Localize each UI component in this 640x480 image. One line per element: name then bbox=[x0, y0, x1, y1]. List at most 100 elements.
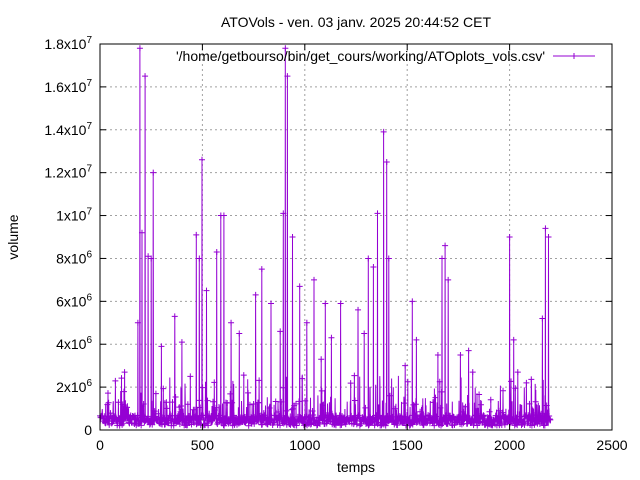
data-point bbox=[546, 416, 553, 423]
data-point bbox=[228, 319, 235, 326]
data-point bbox=[244, 413, 251, 420]
data-point bbox=[320, 402, 327, 409]
data-point bbox=[389, 413, 396, 420]
data-point bbox=[292, 400, 299, 407]
data-point bbox=[138, 229, 145, 236]
legend-series-label: '/home/getbourso/bin/get_cours/working/A… bbox=[176, 48, 545, 64]
y-tick-label: 6x106 bbox=[56, 292, 92, 309]
data-point bbox=[409, 298, 416, 305]
data-point bbox=[543, 402, 550, 409]
data-point bbox=[134, 412, 141, 419]
data-point bbox=[345, 416, 352, 423]
data-point bbox=[229, 399, 236, 406]
data-point bbox=[362, 404, 369, 411]
data-point bbox=[196, 397, 203, 404]
data-point bbox=[444, 420, 451, 427]
data-point bbox=[120, 388, 127, 395]
data-point bbox=[288, 416, 295, 423]
data-point bbox=[458, 421, 465, 428]
data-point bbox=[433, 413, 440, 420]
data-point bbox=[469, 369, 476, 376]
data-point bbox=[177, 408, 184, 415]
data-point bbox=[375, 413, 382, 420]
data-point bbox=[385, 255, 392, 262]
data-point bbox=[447, 412, 454, 419]
data-point bbox=[481, 412, 487, 419]
data-point bbox=[328, 334, 335, 341]
data-point bbox=[205, 422, 212, 429]
data-point bbox=[307, 421, 314, 428]
data-point bbox=[105, 399, 112, 406]
y-tick-label: 1.4x107 bbox=[44, 121, 92, 138]
data-point bbox=[256, 377, 263, 384]
data-point bbox=[402, 362, 409, 369]
data-point bbox=[521, 422, 528, 429]
data-point bbox=[294, 418, 301, 425]
data-point bbox=[317, 414, 324, 421]
y-axis-label: volume bbox=[5, 214, 21, 259]
data-point bbox=[374, 210, 381, 217]
data-point bbox=[226, 419, 233, 426]
data-point bbox=[474, 410, 481, 417]
x-tick-label: 1000 bbox=[289, 437, 320, 453]
axis-ticks bbox=[99, 43, 613, 431]
data-point bbox=[322, 300, 329, 307]
data-point bbox=[174, 415, 181, 422]
data-point bbox=[402, 413, 409, 420]
data-point bbox=[240, 372, 247, 379]
data-point bbox=[337, 300, 344, 307]
data-point bbox=[417, 408, 424, 415]
data-point bbox=[432, 394, 439, 401]
data-point bbox=[258, 266, 265, 273]
data-point bbox=[272, 398, 279, 405]
data-point bbox=[163, 399, 170, 406]
data-point bbox=[413, 336, 420, 343]
data-point bbox=[541, 422, 548, 429]
data-point bbox=[110, 418, 117, 425]
x-tick-labels: 0 500 1000 1500 2000 2500 bbox=[96, 437, 628, 453]
data-point bbox=[485, 415, 492, 422]
data-point bbox=[199, 384, 206, 391]
data-point bbox=[476, 391, 483, 398]
data-point bbox=[465, 347, 472, 354]
data-point bbox=[117, 415, 124, 422]
data-point bbox=[460, 417, 467, 424]
data-point bbox=[104, 390, 111, 397]
data-point bbox=[208, 417, 215, 424]
data-point bbox=[132, 416, 139, 423]
data-point bbox=[293, 422, 300, 429]
data-point bbox=[253, 417, 260, 424]
data-point bbox=[353, 417, 360, 424]
data-point bbox=[268, 300, 275, 307]
x-tick-label: 2000 bbox=[494, 437, 525, 453]
data-point bbox=[193, 231, 200, 238]
data-point bbox=[318, 387, 325, 394]
data-point bbox=[370, 264, 377, 271]
data-point bbox=[172, 393, 179, 400]
data-point bbox=[278, 398, 285, 405]
data-point bbox=[130, 413, 137, 420]
data-point bbox=[492, 412, 499, 419]
data-point bbox=[204, 397, 211, 404]
data-point bbox=[118, 375, 125, 382]
data-point bbox=[186, 412, 193, 419]
data-point bbox=[462, 403, 469, 410]
x-tick-label: 2500 bbox=[596, 437, 627, 453]
data-point bbox=[531, 421, 538, 428]
data-point bbox=[536, 415, 543, 422]
data-point bbox=[318, 356, 325, 363]
data-point bbox=[430, 399, 437, 406]
data-point bbox=[311, 276, 318, 283]
legend: '/home/getbourso/bin/get_cours/working/A… bbox=[176, 48, 595, 64]
data-point bbox=[442, 242, 449, 249]
data-point bbox=[528, 376, 535, 383]
data-point bbox=[480, 412, 487, 419]
data-point bbox=[112, 377, 119, 384]
data-point bbox=[510, 336, 517, 343]
plot-border bbox=[99, 43, 613, 431]
data-point bbox=[474, 422, 481, 429]
data-point bbox=[281, 418, 288, 425]
data-point bbox=[195, 418, 202, 425]
data-point bbox=[162, 421, 169, 428]
data-point bbox=[500, 412, 507, 419]
